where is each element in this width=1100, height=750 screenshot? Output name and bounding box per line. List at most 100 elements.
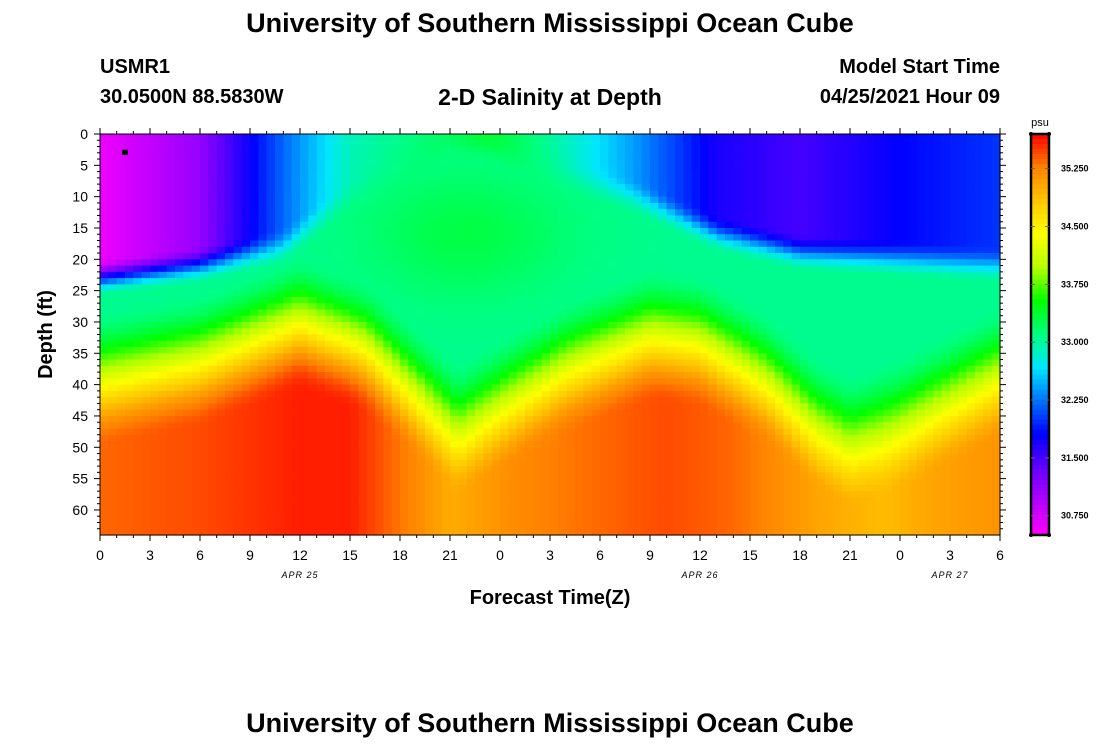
heatmap-cell — [466, 253, 476, 260]
heatmap-cell — [541, 140, 551, 148]
heatmap-cell — [866, 296, 876, 304]
heatmap-cell — [508, 390, 518, 398]
heatmap-cell — [925, 284, 934, 292]
heatmap-cell — [150, 196, 159, 204]
heatmap-cell — [425, 378, 434, 386]
heatmap-cell — [908, 221, 918, 229]
heatmap-cell — [191, 152, 201, 160]
heatmap-cell — [225, 159, 234, 166]
heatmap-cell — [650, 234, 659, 242]
heatmap-cell — [175, 290, 184, 298]
heatmap-cell — [858, 246, 868, 254]
heatmap-cell — [908, 159, 918, 166]
heatmap-cell — [566, 378, 576, 386]
heatmap-cell — [808, 202, 818, 210]
heatmap-cell — [500, 246, 509, 254]
heatmap-cell — [341, 328, 351, 336]
heatmap-cell — [408, 397, 418, 405]
heatmap-cell — [691, 328, 701, 336]
heatmap-cell — [133, 403, 143, 411]
heatmap-cell — [633, 334, 643, 342]
heatmap-cell — [566, 271, 576, 279]
heatmap-cell — [891, 390, 901, 398]
heatmap-cell — [675, 253, 684, 260]
heatmap-cell — [141, 240, 151, 248]
heatmap-cell — [291, 165, 301, 173]
heatmap-cell — [408, 390, 418, 398]
heatmap-cell — [625, 209, 634, 217]
heatmap-cell — [150, 265, 159, 273]
heatmap-cell — [316, 165, 326, 173]
heatmap-cell — [116, 315, 126, 323]
heatmap-cell — [691, 409, 701, 417]
heatmap-cell — [200, 140, 209, 148]
heatmap-cell — [725, 202, 734, 210]
heatmap-cell — [350, 215, 359, 223]
heatmap-cell — [766, 415, 776, 423]
heatmap-cell — [400, 246, 409, 254]
heatmap-cell — [675, 184, 684, 191]
heatmap-cell — [250, 159, 259, 166]
heatmap-cell — [216, 284, 226, 292]
heatmap-cell — [783, 171, 793, 179]
heatmap-cell — [591, 365, 601, 373]
heatmap-cell — [941, 234, 951, 242]
heatmap-cell — [275, 271, 284, 279]
heatmap-cell — [116, 278, 126, 285]
heatmap-cell — [375, 159, 384, 166]
heatmap-cell — [683, 202, 693, 210]
heatmap-cell — [958, 353, 968, 361]
heatmap-cell — [700, 177, 709, 185]
heatmap-cell — [783, 372, 793, 379]
heatmap-cell — [316, 246, 326, 254]
heatmap-cell — [775, 384, 784, 392]
heatmap-cell — [633, 315, 643, 323]
heatmap-cell — [191, 177, 201, 185]
heatmap-cell — [291, 146, 301, 154]
heatmap-cell — [808, 184, 818, 191]
heatmap-cell — [158, 284, 168, 292]
heatmap-cell — [558, 221, 568, 229]
heatmap-cell — [383, 134, 393, 141]
heatmap-cell — [725, 134, 734, 141]
heatmap-cell — [108, 390, 118, 398]
heatmap-cell — [900, 359, 909, 367]
heatmap-cell — [875, 328, 884, 336]
heatmap-cell — [750, 378, 759, 386]
heatmap-cell — [450, 315, 459, 323]
heatmap-cell — [308, 384, 318, 392]
heatmap-cell — [166, 227, 176, 235]
heatmap-cell — [508, 372, 518, 379]
heatmap-cell — [633, 340, 643, 348]
heatmap-cell — [550, 140, 559, 148]
heatmap-cell — [941, 278, 951, 285]
heatmap-cell — [300, 390, 309, 398]
heatmap-cell — [716, 177, 726, 185]
heatmap-cell — [316, 152, 326, 160]
heatmap-cell — [850, 253, 859, 260]
heatmap-cell — [416, 227, 426, 235]
heatmap-cell — [791, 365, 801, 373]
heatmap-cell — [775, 334, 784, 342]
heatmap-cell — [375, 415, 384, 423]
heatmap-cell — [675, 347, 684, 354]
heatmap-cell — [875, 246, 884, 254]
heatmap-cell — [583, 415, 593, 423]
heatmap-cell — [950, 190, 959, 198]
heatmap-cell — [850, 359, 859, 367]
heatmap-cell — [708, 165, 718, 173]
heatmap-cell — [108, 315, 118, 323]
heatmap-cell — [858, 215, 868, 223]
heatmap-cell — [833, 303, 843, 311]
heatmap-cell — [616, 227, 626, 235]
heatmap-cell — [150, 403, 159, 411]
heatmap-cell — [966, 140, 976, 148]
heatmap-cell — [800, 271, 809, 279]
heatmap-cell — [775, 209, 784, 217]
heatmap-cell — [708, 347, 718, 354]
heatmap-cell — [133, 165, 143, 173]
heatmap-cell — [675, 384, 684, 392]
heatmap-cell — [766, 240, 776, 248]
heatmap-cell — [616, 365, 626, 373]
heatmap-cell — [300, 378, 309, 386]
